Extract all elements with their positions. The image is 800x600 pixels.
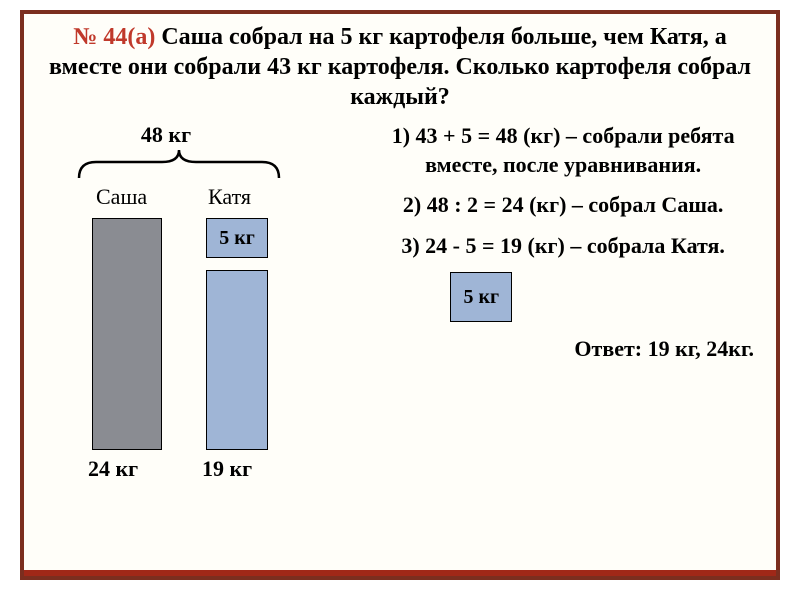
answer-text: Ответ: 19 кг, 24кг.: [362, 336, 764, 362]
name-katya: Катя: [208, 184, 251, 210]
step-1: 1) 43 + 5 = 48 (кг) – собрали ребята вме…: [362, 122, 764, 179]
total-label: 48 кг: [36, 122, 296, 148]
diagram-panel: 48 кг Саша Катя 5 кг 24 кг 19 кг: [36, 122, 356, 539]
extra-box-right: 5 кг: [450, 272, 512, 322]
extra-box-left: 5 кг: [206, 218, 268, 258]
problem-text: Саша собрал на 5 кг картофеля больше, че…: [49, 24, 751, 110]
brace-icon: [74, 148, 284, 182]
problem-title: № 44(а) Саша собрал на 5 кг картофеля бо…: [24, 14, 776, 122]
extra-box-right-label: 5 кг: [464, 286, 500, 309]
bottom-strip: [24, 570, 776, 576]
solution-panel: 1) 43 + 5 = 48 (кг) – собрали ребята вме…: [356, 122, 764, 539]
problem-number: № 44(а): [73, 24, 155, 50]
step-3: 3) 24 - 5 = 19 (кг) – собрала Катя.: [362, 232, 764, 261]
bottom-label-katya: 19 кг: [202, 456, 252, 482]
bottom-label-sasha: 24 кг: [88, 456, 138, 482]
content-area: 48 кг Саша Катя 5 кг 24 кг 19 кг 1) 43 +…: [24, 122, 776, 539]
name-sasha: Саша: [96, 184, 147, 210]
bar-sasha: [92, 218, 162, 450]
slide-frame: № 44(а) Саша собрал на 5 кг картофеля бо…: [20, 10, 780, 580]
step-2: 2) 48 : 2 = 24 (кг) – собрал Саша.: [362, 191, 764, 220]
bars-area: Саша Катя 5 кг 24 кг 19 кг: [36, 184, 316, 504]
bar-katya: [206, 270, 268, 450]
extra-box-label: 5 кг: [219, 227, 255, 250]
